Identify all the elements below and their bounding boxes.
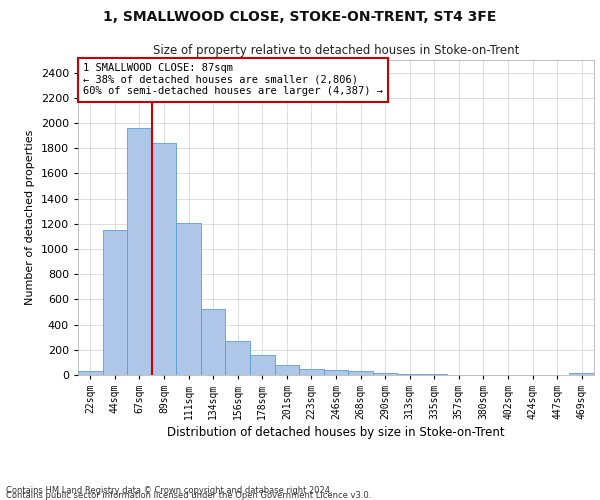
Text: 1, SMALLWOOD CLOSE, STOKE-ON-TRENT, ST4 3FE: 1, SMALLWOOD CLOSE, STOKE-ON-TRENT, ST4 … bbox=[103, 10, 497, 24]
Bar bbox=[152, 143, 176, 375]
X-axis label: Distribution of detached houses by size in Stoke-on-Trent: Distribution of detached houses by size … bbox=[167, 426, 505, 439]
Bar bbox=[373, 372, 397, 375]
Bar bbox=[226, 341, 250, 375]
Bar bbox=[299, 369, 324, 375]
Y-axis label: Number of detached properties: Number of detached properties bbox=[25, 130, 35, 305]
Bar bbox=[569, 374, 594, 375]
Bar bbox=[422, 374, 446, 375]
Bar bbox=[78, 371, 103, 375]
Bar bbox=[348, 370, 373, 375]
Bar bbox=[324, 370, 348, 375]
Text: Contains public sector information licensed under the Open Government Licence v3: Contains public sector information licen… bbox=[6, 491, 371, 500]
Text: 1 SMALLWOOD CLOSE: 87sqm
← 38% of detached houses are smaller (2,806)
60% of sem: 1 SMALLWOOD CLOSE: 87sqm ← 38% of detach… bbox=[83, 63, 383, 96]
Bar bbox=[201, 310, 226, 375]
Bar bbox=[275, 365, 299, 375]
Bar bbox=[176, 222, 201, 375]
Bar bbox=[250, 356, 275, 375]
Text: Contains HM Land Registry data © Crown copyright and database right 2024.: Contains HM Land Registry data © Crown c… bbox=[6, 486, 332, 495]
Bar bbox=[103, 230, 127, 375]
Title: Size of property relative to detached houses in Stoke-on-Trent: Size of property relative to detached ho… bbox=[153, 44, 519, 58]
Bar bbox=[397, 374, 422, 375]
Bar bbox=[127, 128, 152, 375]
